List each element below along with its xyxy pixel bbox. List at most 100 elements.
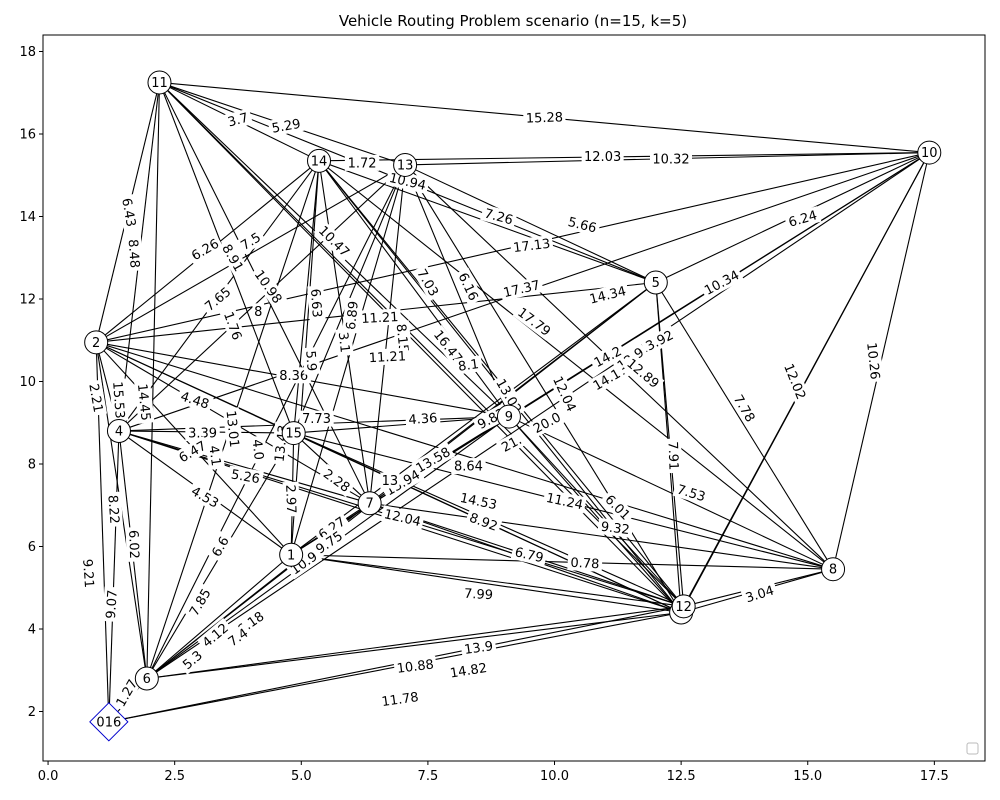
edge-label-bg: [672, 480, 711, 506]
edge-label-bg: [523, 108, 566, 127]
node-circle: [917, 140, 942, 165]
edge-weight-label: 2.21: [85, 379, 108, 417]
edge-label-text: 9.07: [104, 589, 121, 619]
node-label: 1: [287, 548, 295, 563]
edge-label-text: 10.88: [396, 657, 435, 676]
edge-weight-label: 6.02: [125, 526, 143, 562]
customer-node-2: 2: [84, 330, 109, 355]
edge-13-6: [146, 164, 406, 679]
edge-4-7: [118, 430, 370, 504]
edge-weight-label: 9.32: [597, 517, 634, 538]
edge-weight-label: 7.26: [480, 204, 518, 229]
edge-label-bg: [235, 227, 267, 256]
edge-label-bg: [186, 481, 224, 513]
edge-label-bg: [699, 265, 744, 300]
x-tick-label: 12.5: [667, 769, 696, 784]
edge-label-bg: [125, 526, 143, 562]
edge-label-bg: [299, 410, 334, 427]
edge-label-bg: [405, 409, 441, 428]
node-label: 4: [115, 425, 123, 440]
depot-node: 016: [89, 702, 129, 742]
edge-weight-label: 5.29: [267, 114, 305, 137]
edge-label-bg: [313, 220, 355, 262]
edge-label-bg: [527, 407, 566, 438]
edge-13-3: [404, 164, 682, 613]
edge-6-1: [146, 554, 292, 679]
edge-weight-label: 15.53: [109, 378, 129, 422]
edge-weight-label: 13.01: [223, 407, 244, 451]
y-tick-label: 14: [19, 210, 36, 225]
x-tick-label: 0.0: [38, 769, 59, 784]
edge-label-bg: [385, 168, 430, 194]
axes-frame: [42, 34, 986, 762]
edge-label-text: 8.64: [454, 460, 483, 475]
edge-label-text: 2.21: [85, 383, 105, 414]
edge-label-bg: [185, 425, 220, 442]
edge-label-bg: [310, 526, 348, 559]
edge-label-text: 10.32: [652, 152, 689, 167]
edge-label-text: 6.63: [307, 288, 324, 318]
edge-label-text: 11.78: [381, 690, 420, 710]
edge-label-bg: [495, 430, 528, 457]
edge-label-text: 8.48: [125, 239, 142, 269]
x-tick-label: 10.0: [540, 769, 569, 784]
edge-weight-label: 8.22: [104, 491, 124, 528]
edge-label-text: 6.02: [125, 530, 141, 559]
edge-label-bg: [392, 320, 413, 357]
edge-10-3: [680, 152, 930, 613]
node-label: 14: [311, 154, 328, 169]
edge-weight-label: 9.21: [79, 555, 98, 592]
edge-13-4: [118, 164, 406, 432]
edge-label-text: 5.29: [271, 117, 302, 137]
edge-label-bg: [453, 267, 483, 306]
edge-label-bg: [302, 346, 321, 375]
edge-weight-label: 4.1: [205, 441, 225, 471]
edge-label-text: 14.82: [449, 661, 488, 682]
edge-label-bg: [111, 674, 143, 712]
edge-label-text: 8.36: [279, 369, 308, 384]
edge-weight-label: 11.78: [378, 688, 422, 710]
node-label: 7: [366, 497, 374, 512]
edge-label-bg: [585, 282, 631, 308]
y-tick-label: 8: [28, 458, 36, 473]
x-tick-label: 5.0: [291, 769, 312, 784]
edge-1-3: [291, 554, 682, 614]
edge-label-bg: [312, 511, 351, 545]
edge-label-bg: [249, 264, 287, 309]
edge-weight-label: 6.43: [118, 194, 140, 231]
edge-label-bg: [542, 488, 587, 514]
edge-label-bg: [567, 554, 603, 572]
edge-label-text: 3.7: [226, 111, 250, 131]
edge-label-bg: [728, 389, 760, 428]
edge-label-bg: [480, 204, 518, 229]
edge-weight-label: 6.89: [342, 297, 362, 334]
edge-label-bg: [219, 306, 247, 345]
edge-label-bg: [184, 583, 216, 622]
edge-weight-label: 11.21: [365, 347, 409, 366]
edge-label-text: 5.26: [230, 467, 261, 487]
node-circle: [147, 70, 172, 95]
edge-label-bg: [779, 359, 811, 404]
edge-weight-label: 3.1: [335, 328, 354, 357]
edge-label-text: 11.21: [368, 349, 406, 366]
edge-weight-label: 15.28: [523, 108, 566, 127]
edge-label-bg: [196, 618, 234, 653]
edge-weight-label: 10.88: [393, 655, 438, 677]
customer-node-9: 9: [496, 404, 521, 429]
edge-label-text: 17.13: [512, 237, 551, 256]
edge-weight-label: 7.91: [665, 438, 683, 474]
edge-label-bg: [186, 233, 224, 266]
edge-label-text: 7.99: [464, 587, 494, 603]
edge-label-text: 8.15: [393, 323, 411, 353]
edge-weight-label: 0.78: [567, 554, 603, 572]
node-label: 6: [143, 672, 151, 687]
ticks-layer: 0.0 2.5 5.0 7.5 10.0 12.5 15.0 17.5246810121416…: [19, 45, 948, 784]
edge-label-bg: [509, 234, 554, 256]
customer-node-11: 11: [147, 70, 172, 95]
edge-weight-label: 5.9: [302, 346, 321, 375]
edge-label-bg: [563, 212, 601, 237]
edge-11-12: [159, 82, 685, 607]
edge-label-bg: [512, 302, 556, 341]
edge-label-text: 11.21: [361, 310, 399, 327]
edge-weight-label: 6.79: [510, 543, 548, 567]
